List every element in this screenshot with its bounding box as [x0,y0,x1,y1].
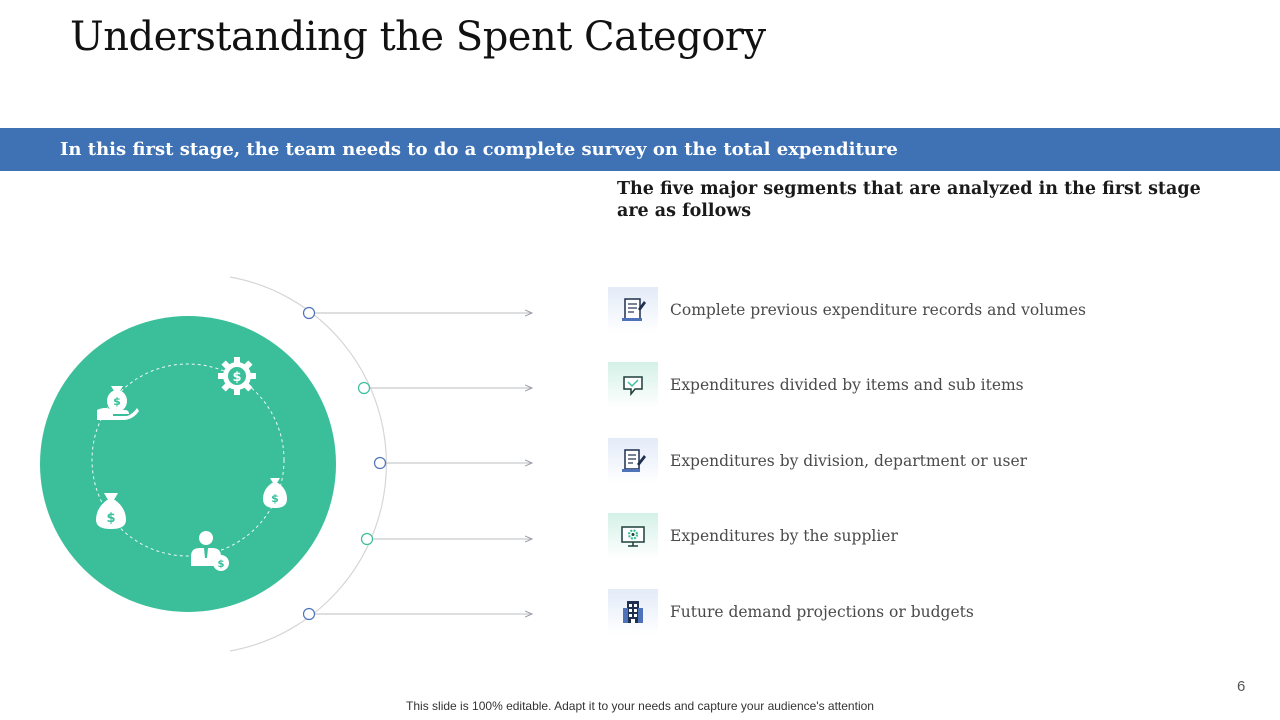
document-edit-icon [608,438,658,484]
slide-title: Understanding the Spent Category [70,14,766,60]
svg-text:$: $ [218,559,225,570]
subheading: The five major segments that are analyze… [617,179,1201,221]
connectors [302,306,533,621]
banner-text: In this first stage, the team needs to d… [60,139,898,160]
dollar-gear-icon: $ [218,357,256,395]
segment-label-3: Expenditures by division, department or … [670,452,1028,470]
segment-item-4: Expenditures by the supplier [608,513,898,559]
building-icon [608,589,658,635]
connector-dot-2 [357,381,371,395]
money-bag-large-icon: $ [96,493,126,529]
connector-dot-4 [360,532,374,546]
svg-text:$: $ [232,370,241,385]
svg-text:$: $ [113,395,121,408]
segment-item-3: Expenditures by division, department or … [608,438,1027,484]
svg-text:$: $ [106,511,115,526]
chat-bubble-icon [608,362,658,408]
segment-item-1: Complete previous expenditure records an… [608,287,1086,333]
segment-item-2: Expenditures divided by items and sub it… [608,362,1024,408]
banner: In this first stage, the team needs to d… [0,128,1280,171]
outer-arc [229,276,387,652]
businessman-dollar-icon: $ [191,531,229,571]
svg-text:$: $ [271,492,279,505]
hand-money-bag-icon: $ [97,386,139,420]
main-circle [40,316,336,612]
page-number: 6 [1237,678,1246,695]
segment-label-1: Complete previous expenditure records an… [670,301,1087,319]
segment-label-4: Expenditures by the supplier [670,527,898,545]
money-bag-icon: $ [263,478,287,508]
connector-dot-3 [373,456,387,470]
dashed-ring [91,363,285,557]
monitor-gear-icon [608,513,658,559]
connector-dot-5 [302,607,316,621]
document-pen-icon [608,287,658,333]
footer-note: This slide is 100% editable. Adapt it to… [406,699,874,713]
segment-label-2: Expenditures divided by items and sub it… [670,376,1024,394]
segment-label-5: Future demand projections or budgets [670,603,974,621]
connector-dot-1 [302,306,316,320]
segment-item-5: Future demand projections or budgets [608,589,974,635]
